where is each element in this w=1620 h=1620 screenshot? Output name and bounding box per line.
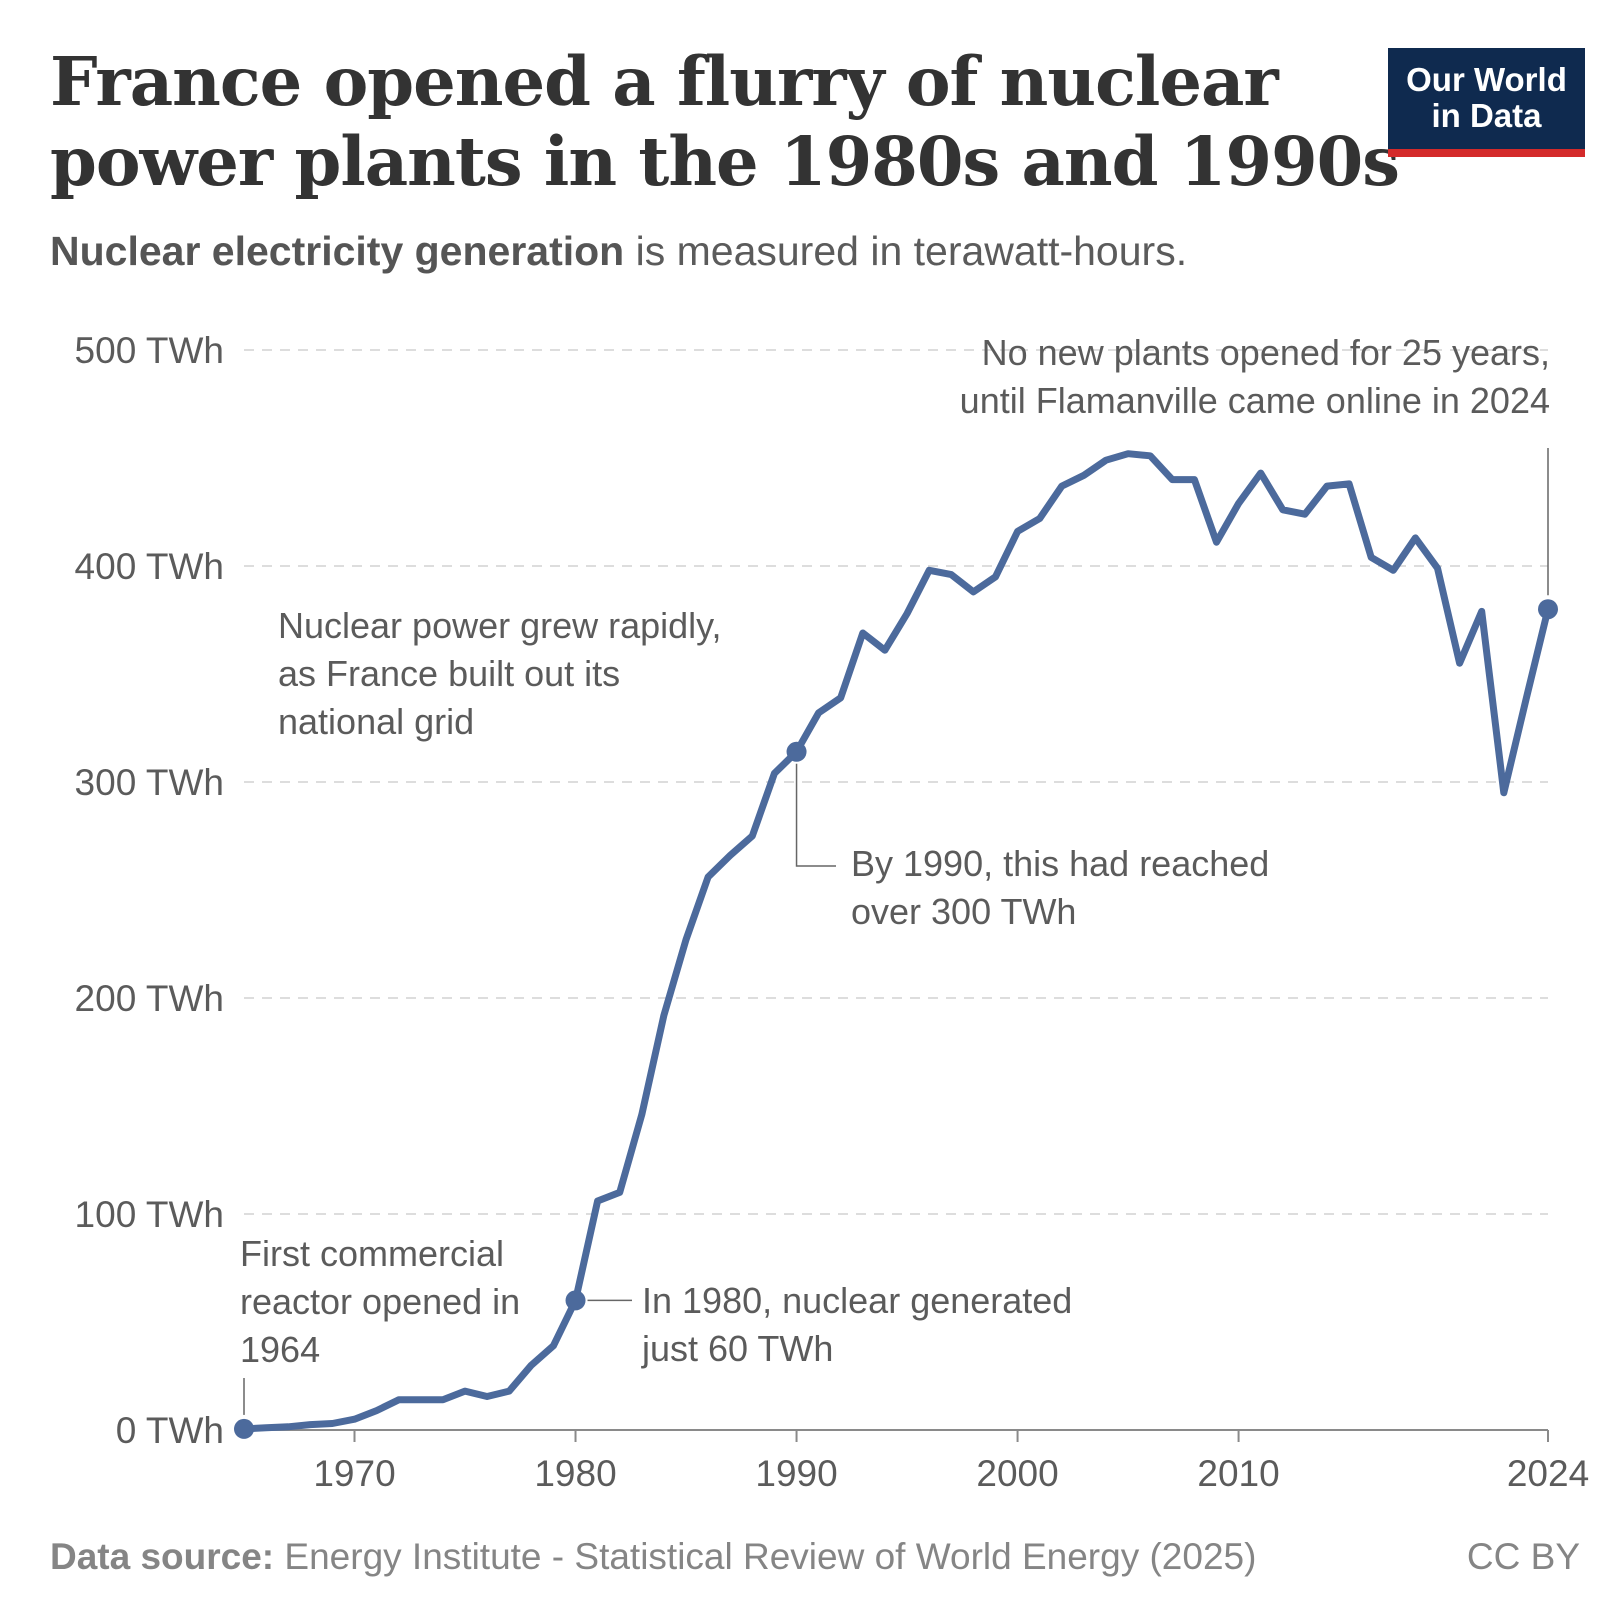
subtitle-rest: is measured in terawatt-hours. (624, 228, 1188, 274)
y-tick-label: 200 TWh (75, 978, 224, 1019)
annotation-line: No new plants opened for 25 years, (982, 332, 1550, 373)
x-tick-label: 2024 (1507, 1453, 1589, 1494)
x-tick-label: 2010 (1197, 1453, 1279, 1494)
annotation-a1990: By 1990, this had reached over 300 TWh (851, 843, 1269, 932)
annotation-line: just 60 TWh (641, 1328, 833, 1369)
annotation-line: reactor opened in (240, 1281, 520, 1322)
series-layer (234, 450, 1558, 1439)
y-tick-label: 400 TWh (75, 546, 224, 587)
x-tick-label: 1970 (313, 1453, 395, 1494)
owid-logo[interactable]: Our World in Data (1388, 48, 1585, 157)
annotation-a2024: No new plants opened for 25 years, until … (960, 332, 1550, 421)
annotation-line: 1964 (240, 1329, 320, 1370)
x-tick-label: 2000 (976, 1453, 1058, 1494)
title-line-2: power plants in the 1980s and 1990s (50, 122, 1400, 201)
source-label: Data source: (50, 1536, 275, 1577)
axes: 0 TWh 100 TWh 200 TWh 300 TWh 400 TWh 500 TWh… (75, 330, 1590, 1494)
highlight-point-1980 (565, 1290, 586, 1311)
annotation-line: In 1980, nuclear generated (642, 1280, 1072, 1321)
highlight-point-1990 (786, 741, 807, 762)
subtitle-bold: Nuclear electricity generation (50, 228, 625, 274)
y-tick-label: 100 TWh (75, 1194, 224, 1235)
chart-subtitle: Nuclear electricity generation is measur… (50, 228, 1187, 275)
chart-title: France opened a flurry of nuclear power … (50, 42, 1400, 202)
line-chart: 0 TWh 100 TWh 200 TWh 300 TWh 400 TWh 500 TWh… (75, 330, 1590, 1494)
annotation-line: First commercial (240, 1233, 504, 1274)
annotation-line: By 1990, this had reached (851, 843, 1269, 884)
annotation-line: as France built out its (278, 653, 620, 694)
leader-1990 (795, 763, 836, 867)
logo-line-1: Our World (1406, 61, 1567, 98)
source-text[interactable]: Energy Institute - Statistical Review of… (274, 1536, 1257, 1577)
annotation-agrowth: Nuclear power grew rapidly, as France bui… (278, 605, 722, 742)
logo-line-2: in Data (1431, 97, 1542, 134)
annotations: First commercial reactor opened in 1964 In … (240, 332, 1550, 1370)
y-tick-label: 500 TWh (75, 330, 224, 371)
annotation-leaders (243, 448, 1549, 1415)
highlight-point-1965 (234, 1418, 254, 1439)
y-tick-label: 0 TWh (116, 1410, 224, 1451)
annotation-a1964: First commercial reactor opened in 1964 (240, 1233, 520, 1370)
annotation-line: until Flamanville came online in 2024 (960, 380, 1550, 421)
series-line-france (240, 450, 1552, 1433)
x-tick-label: 1990 (755, 1453, 837, 1494)
data-source: Data source: Energy Institute - Statisti… (50, 1536, 1256, 1578)
x-tick-label: 1980 (534, 1453, 616, 1494)
annotation-line: Nuclear power grew rapidly, (278, 605, 722, 646)
annotation-line: over 300 TWh (851, 891, 1076, 932)
annotation-a1980: In 1980, nuclear generated just 60 TWh (641, 1280, 1072, 1369)
annotation-line: national grid (278, 701, 474, 742)
highlight-point-2024 (1538, 599, 1558, 620)
y-tick-label: 300 TWh (75, 762, 224, 803)
title-line-1: France opened a flurry of nuclear (50, 42, 1279, 121)
license-link[interactable]: CC BY (1466, 1536, 1580, 1577)
gridlines (244, 349, 1548, 1215)
